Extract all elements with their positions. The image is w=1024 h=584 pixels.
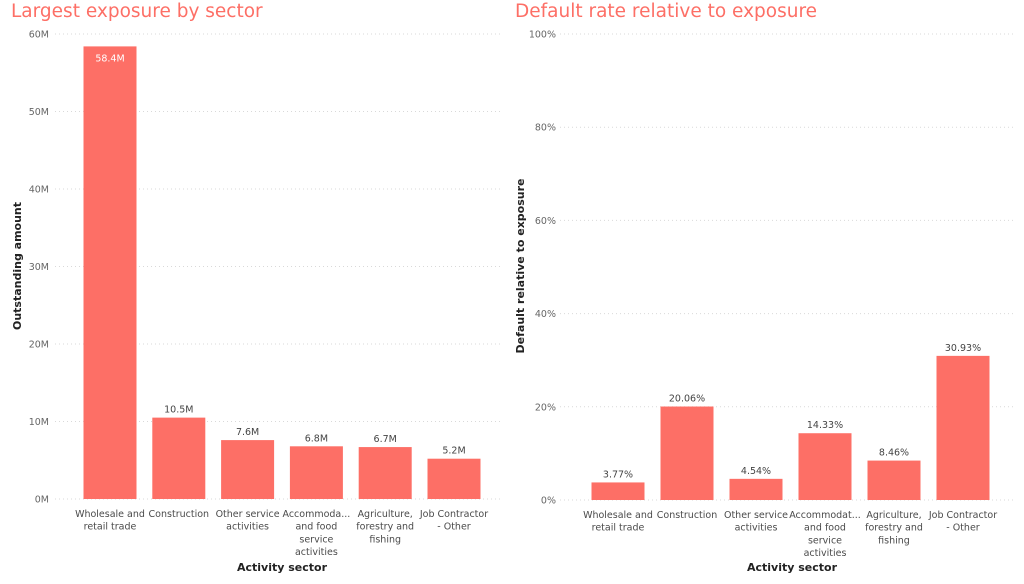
x-tick-label: - Other: [437, 522, 471, 533]
y-tick-label: 60M: [29, 30, 49, 41]
bar: [729, 478, 783, 500]
data-label: 7.6M: [236, 427, 259, 438]
bar: [83, 46, 137, 500]
y-tick-label: 60%: [535, 216, 556, 227]
chart-title: Largest exposure by sector: [11, 1, 263, 22]
y-tick-label: 20M: [29, 340, 49, 351]
x-tick-label: Wholesale and: [583, 510, 653, 521]
x-tick-label: fishing: [369, 534, 401, 545]
y-tick-label: 30M: [29, 262, 49, 273]
data-label: 20.06%: [669, 394, 705, 405]
x-tick-label: forestry and: [865, 523, 923, 534]
bar: [427, 458, 481, 499]
x-tick-label: activities: [226, 522, 269, 533]
bar: [289, 446, 343, 499]
y-tick-label: 80%: [535, 123, 556, 134]
x-tick-label: Construction: [149, 509, 210, 520]
y-tick-label: 50M: [29, 107, 49, 118]
x-tick-label: activities: [735, 523, 778, 534]
data-label: 6.8M: [305, 433, 328, 444]
y-axis-title: Outstanding amount: [11, 202, 24, 330]
bar: [798, 433, 852, 500]
x-tick-label: Construction: [657, 510, 718, 521]
data-label: 10.5M: [164, 405, 193, 416]
bar: [867, 460, 921, 500]
x-tick-label: service: [808, 535, 842, 546]
bar: [660, 406, 714, 500]
x-tick-label: Job Contractor: [419, 509, 488, 520]
default-rate-chart-panel: Default rate relative to exposure 0% 20% 4…: [512, 0, 1024, 584]
bar: [591, 482, 645, 500]
x-tick-label: Agriculture,: [358, 509, 413, 520]
chart-title: Default rate relative to exposure: [515, 1, 818, 22]
x-tick-label: fishing: [878, 535, 910, 546]
y-axis-title: Default relative to exposure: [514, 179, 527, 354]
x-tick-label: and food: [295, 522, 337, 533]
x-tick-label: Accommoda...: [282, 509, 350, 520]
x-tick-label: and food: [804, 523, 846, 534]
x-tick-label: Job Contractor: [928, 510, 997, 521]
x-tick-label: retail trade: [592, 523, 645, 534]
x-tick-label: activities: [804, 548, 847, 559]
data-label: 6.7M: [374, 434, 397, 445]
x-axis-title: Activity sector: [237, 561, 328, 574]
x-tick-label: service: [299, 534, 333, 545]
y-tick-label: 0%: [541, 496, 556, 507]
y-tick-label: 40M: [29, 185, 49, 196]
data-label: 8.46%: [879, 448, 909, 459]
x-tick-label: Other service: [216, 509, 280, 520]
y-tick-label: 0M: [35, 495, 49, 506]
exposure-bar-chart: 0M 10M 20M 30M 40M 50M 60M 58.4M Wholesale and re…: [11, 30, 500, 574]
x-tick-label: activities: [295, 547, 338, 558]
y-tick-label: 10M: [29, 417, 49, 428]
bar: [221, 440, 275, 499]
x-tick-label: retail trade: [84, 522, 137, 533]
x-tick-label: Agriculture,: [866, 510, 921, 521]
exposure-chart-panel: Largest exposure by sector 0M 10M 20M 30M 40…: [11, 1, 500, 574]
data-label: 14.33%: [807, 420, 843, 431]
x-tick-label: - Other: [946, 523, 980, 534]
bar: [936, 355, 990, 500]
default-rate-bar-chart: 0% 20% 40% 60% 80% 100% 3.77% Wholesale and reta…: [514, 30, 1016, 574]
bar: [152, 417, 206, 499]
y-tick-label: 40%: [535, 309, 556, 320]
x-tick-label: Wholesale and: [75, 509, 145, 520]
data-label: 5.2M: [442, 446, 465, 457]
bar: [358, 447, 412, 499]
y-tick-label: 100%: [529, 30, 556, 41]
x-tick-label: Other service: [724, 510, 788, 521]
data-label: 30.93%: [945, 343, 981, 354]
x-tick-label: forestry and: [356, 522, 414, 533]
data-label: 4.54%: [741, 466, 771, 477]
x-tick-label: Accommodat...: [789, 510, 861, 521]
x-axis-title: Activity sector: [747, 561, 838, 574]
y-tick-label: 20%: [535, 402, 556, 413]
data-label: 58.4M: [95, 53, 124, 64]
data-label: 3.77%: [603, 469, 633, 480]
